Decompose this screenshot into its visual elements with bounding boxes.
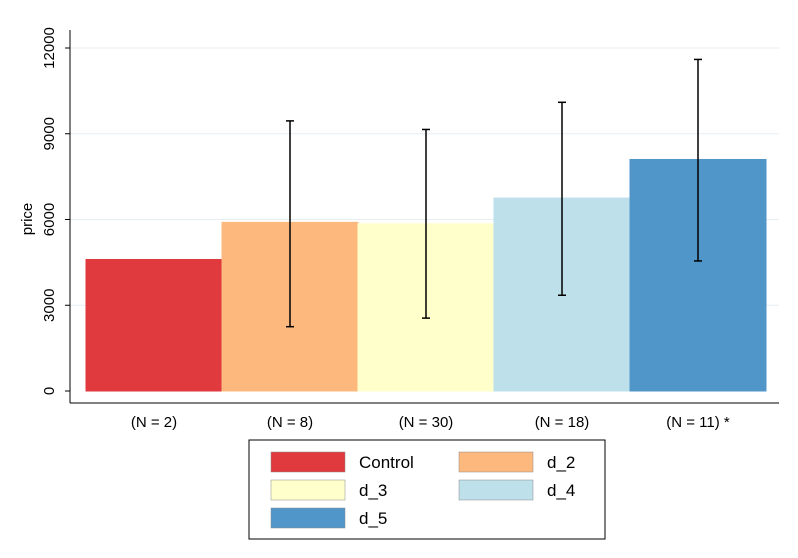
legend-swatch xyxy=(458,451,534,473)
y-tick-label: 3000 xyxy=(41,289,58,322)
legend-item-control: Control xyxy=(270,451,414,473)
legend-swatch xyxy=(270,507,346,529)
y-axis-title: price xyxy=(19,203,36,236)
legend-label: d_5 xyxy=(359,509,387,528)
x-tick-label: (N = 8) xyxy=(267,414,313,431)
legend-swatch xyxy=(458,479,534,501)
error-bar xyxy=(422,128,430,319)
legend-item-d-5: d_5 xyxy=(270,507,387,529)
legend-label: Control xyxy=(359,453,414,472)
x-axis: (N = 2) (N = 8) (N = 30) (N = 18) (N = 11) * xyxy=(70,402,779,431)
y-axis: 0 3000 6000 9000 12000 xyxy=(41,27,71,403)
x-tick-label: (N = 11) * xyxy=(666,414,730,431)
y-tick-label: 0 xyxy=(41,387,58,395)
legend-item-d-3: d_3 xyxy=(270,479,387,501)
y-tick-label: 9000 xyxy=(41,117,58,150)
legend-item-d-2: d_2 xyxy=(458,451,575,473)
y-tick-label: 6000 xyxy=(41,203,58,236)
legend-swatch xyxy=(270,479,346,501)
legend-label: d_4 xyxy=(547,481,575,500)
legend-item-d-4: d_4 xyxy=(458,479,575,501)
legend-label: d_3 xyxy=(359,481,387,500)
x-tick-label: (N = 30) xyxy=(399,414,454,431)
error-bar xyxy=(694,58,702,262)
legend-swatch xyxy=(270,451,346,473)
x-tick-label: (N = 2) xyxy=(131,414,177,431)
error-bar xyxy=(558,101,566,296)
bar-control xyxy=(85,259,223,392)
error-bar xyxy=(286,120,294,328)
x-tick-label: (N = 18) xyxy=(535,414,590,431)
y-tick-label: 12000 xyxy=(41,27,58,69)
legend-label: d_2 xyxy=(547,453,575,472)
legend: Control d_2 d_3 d_4 d_5 xyxy=(248,439,606,540)
error-bars xyxy=(286,58,702,328)
